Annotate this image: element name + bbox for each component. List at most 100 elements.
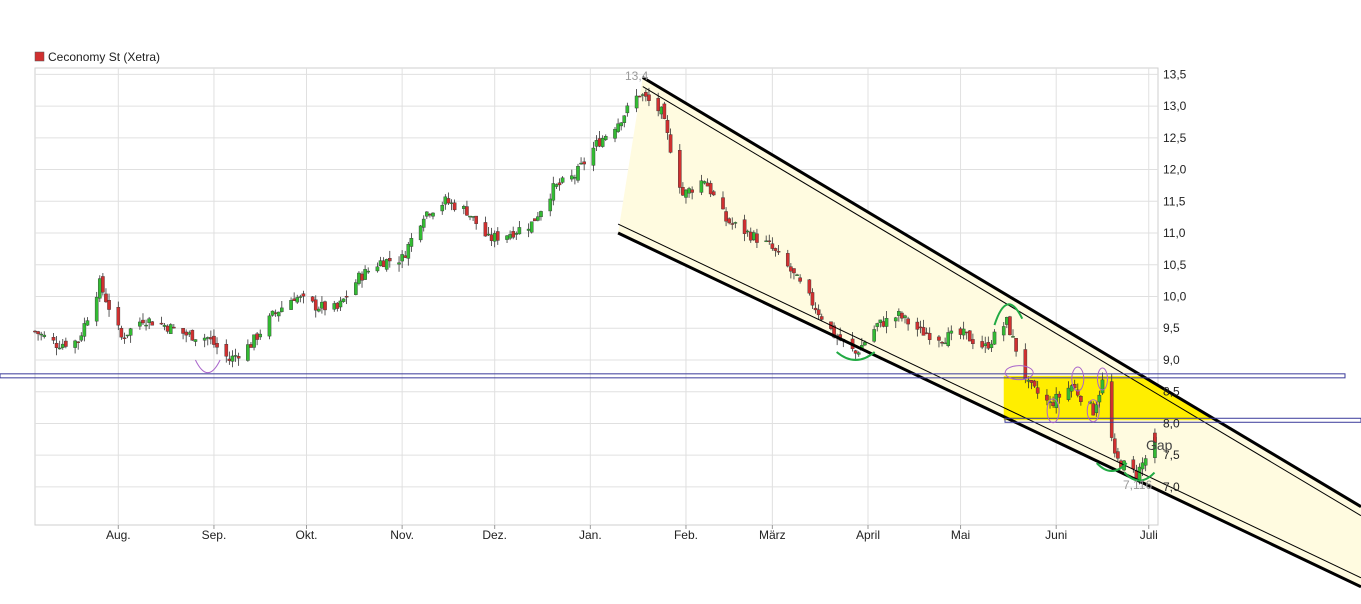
candle-body: [205, 337, 210, 339]
candle-body: [730, 223, 735, 225]
candle-body: [897, 311, 901, 316]
purple-oval-mark: [1004, 365, 1034, 381]
candle-body: [79, 335, 84, 341]
gap-label: Gap: [1146, 437, 1173, 453]
candle-body: [927, 332, 932, 340]
candle-body: [425, 211, 429, 217]
candle-body: [381, 260, 386, 268]
x-tick-label: Mai: [951, 528, 970, 542]
high-price-label: 13,4: [625, 69, 649, 83]
candle-body: [708, 183, 713, 195]
purple-oval-mark: [1096, 367, 1108, 391]
candle-body: [298, 296, 303, 298]
candle-body: [745, 230, 750, 233]
candle-body: [428, 213, 432, 216]
support-line-upper: [0, 373, 1346, 379]
candle-body: [915, 321, 920, 330]
candle-body: [384, 259, 389, 270]
candle-body: [949, 330, 954, 334]
candle-body: [474, 215, 478, 224]
y-tick-label: 8,5: [1163, 385, 1180, 399]
candle-body: [958, 328, 963, 335]
candle-body: [82, 323, 87, 337]
candle-body: [495, 231, 500, 241]
candle-body: [249, 344, 253, 348]
candle-body: [647, 94, 651, 101]
candle-body: [785, 253, 790, 267]
candle-body: [489, 234, 494, 241]
candle-body: [742, 219, 747, 234]
channel-fill: [618, 77, 1361, 587]
candle-body: [505, 235, 509, 240]
candle-body: [816, 309, 821, 316]
candle-body: [1066, 387, 1071, 400]
candle-body: [97, 278, 102, 299]
candle-body: [872, 329, 876, 342]
candle-body: [789, 266, 793, 272]
candle-body: [570, 175, 574, 180]
candle-body: [548, 198, 553, 212]
candle-body: [961, 328, 966, 336]
candle-body: [1109, 381, 1114, 438]
candle-body: [517, 227, 522, 235]
candle-body: [603, 136, 608, 140]
candle-body: [1069, 385, 1074, 392]
purple-oval-mark: [1046, 398, 1060, 424]
green-swoosh-mark: [836, 351, 876, 361]
candle-body: [104, 293, 108, 303]
candle-body: [573, 176, 577, 179]
candle-body: [295, 297, 300, 303]
candle-body: [233, 355, 238, 357]
candle-body: [943, 342, 947, 345]
candle-body: [1091, 403, 1096, 416]
candle-body: [289, 300, 293, 310]
candle-body: [625, 105, 630, 114]
candle-body: [764, 240, 768, 243]
candle-body: [1014, 338, 1018, 352]
candle-body: [819, 316, 824, 320]
y-tick-label: 13,5: [1163, 67, 1187, 81]
candle-body: [644, 91, 648, 97]
candle-body: [906, 318, 910, 325]
candle-body: [144, 324, 148, 327]
candle-body: [600, 137, 605, 147]
candle-body: [443, 196, 448, 205]
candle-body: [705, 182, 710, 187]
candle-body: [215, 343, 219, 348]
candle-body: [807, 279, 812, 294]
candle-body: [1057, 393, 1062, 398]
candle-body: [640, 94, 645, 96]
y-tick-label: 9,5: [1163, 321, 1180, 335]
purple-curve-mark: [194, 359, 221, 374]
candle-body: [856, 352, 861, 355]
candle-body: [1094, 404, 1099, 414]
green-swoosh-mark: [993, 303, 1024, 326]
candle-body: [687, 188, 691, 194]
candle-body: [724, 211, 728, 222]
candle-body: [471, 216, 475, 218]
candle-body: [690, 189, 694, 193]
candle-body: [776, 251, 781, 253]
candle-body: [733, 222, 738, 224]
candle-body: [1029, 380, 1034, 383]
candle-body: [767, 240, 772, 242]
low-price-label: 7,116: [1123, 478, 1152, 492]
candle-body: [937, 336, 941, 341]
annotation-marks: [194, 303, 1156, 482]
candle-body: [452, 202, 457, 211]
candle-body: [280, 307, 284, 312]
candle-body: [677, 150, 682, 188]
candle-body: [366, 270, 370, 273]
purple-oval-mark: [1086, 399, 1100, 423]
candle-body: [375, 266, 380, 272]
candle-body: [449, 202, 454, 204]
candle-body: [900, 312, 904, 319]
candle-body: [875, 323, 880, 327]
candle-body: [54, 342, 59, 349]
candle-body: [421, 218, 426, 228]
candle-body: [656, 98, 661, 112]
candle-body: [125, 334, 130, 337]
candle-body: [893, 317, 898, 322]
candle-body: [165, 325, 170, 332]
y-tick-label: 10,5: [1163, 258, 1187, 272]
